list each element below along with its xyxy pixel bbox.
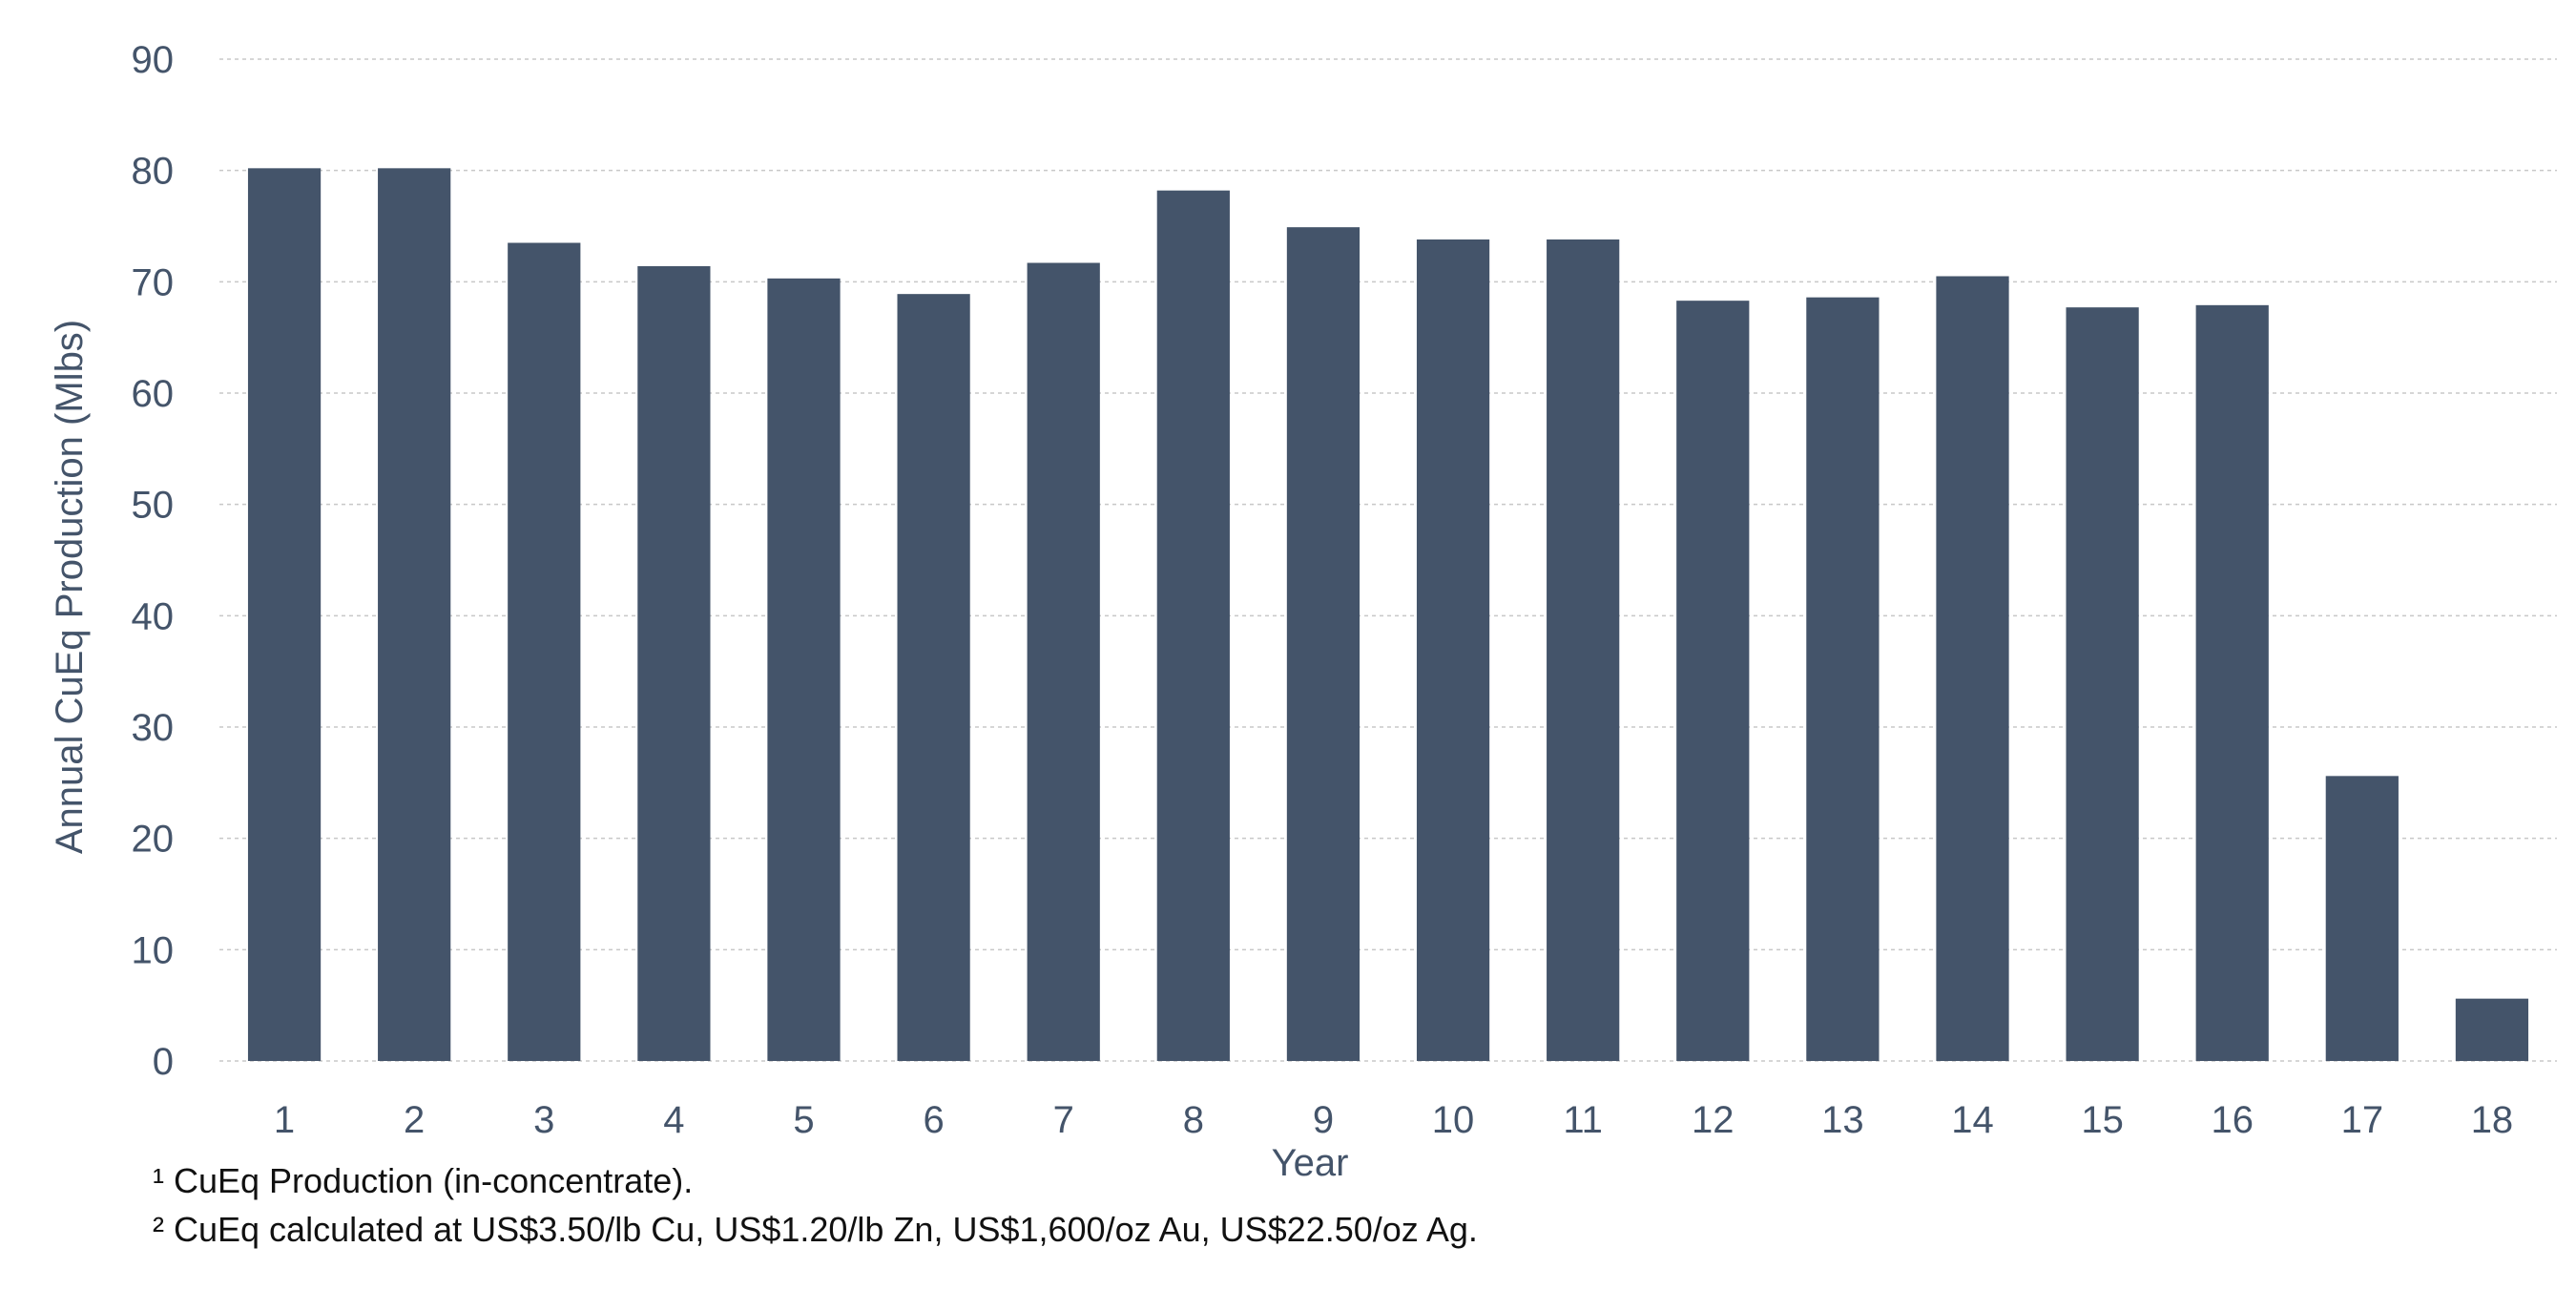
x-tick-label: 11: [1563, 1099, 1603, 1141]
x-tick-label: 10: [1432, 1099, 1475, 1141]
bar-year-6: [897, 294, 970, 1062]
footnotes: ¹ CuEq Production (in-concentrate). ² Cu…: [153, 1156, 1478, 1254]
x-tick-label: 15: [2081, 1099, 2124, 1141]
y-axis-label: Annual CuEq Production (Mlbs): [49, 320, 91, 854]
y-tick-label: 60: [132, 373, 175, 415]
footnote-2: ² CuEq calculated at US$3.50/lb Cu, US$1…: [153, 1210, 1478, 1249]
x-tick-labels: 1 2 3 4 5 6 7 8 9 10 11 12 13 14 15 16 17 18: [274, 1099, 2513, 1141]
y-tick-label: 0: [153, 1041, 174, 1083]
x-tick-label: 6: [923, 1099, 944, 1141]
bar-year-10: [1416, 239, 1490, 1061]
bar-year-11: [1547, 239, 1620, 1061]
bar-year-5: [767, 278, 841, 1061]
x-tick-label: 12: [1692, 1099, 1735, 1141]
y-tick-label: 70: [132, 261, 175, 303]
bar-year-12: [1676, 301, 1750, 1062]
y-tick-labels: 0 10 20 30 40 50 60 70 80 90: [132, 39, 175, 1083]
y-tick-label: 50: [132, 485, 175, 527]
bar-year-14: [1936, 276, 2009, 1061]
bar-year-2: [378, 168, 451, 1062]
bar-year-15: [2066, 307, 2139, 1062]
bar-year-18: [2455, 998, 2529, 1061]
y-tick-label: 90: [132, 39, 175, 81]
x-tick-label: 4: [663, 1099, 684, 1141]
x-axis-label: Year: [1272, 1142, 1349, 1184]
x-tick-label: 14: [1951, 1099, 1994, 1141]
x-tick-label: 8: [1183, 1099, 1204, 1141]
x-tick-label: 5: [793, 1099, 814, 1141]
x-tick-label: 18: [2471, 1099, 2514, 1141]
bar-year-3: [508, 242, 581, 1061]
y-tick-label: 20: [132, 819, 175, 861]
y-tick-label: 40: [132, 595, 175, 637]
y-tick-label: 10: [132, 929, 175, 971]
x-tick-label: 13: [1821, 1099, 1864, 1141]
bar-year-1: [247, 168, 322, 1062]
bar-year-4: [637, 266, 711, 1061]
y-tick-label: 80: [132, 151, 175, 193]
bars: [247, 168, 2529, 1062]
footnote-1: ¹ CuEq Production (in-concentrate).: [153, 1161, 694, 1200]
bar-year-17: [2325, 776, 2399, 1061]
bar-year-13: [1806, 297, 1880, 1062]
gridlines: [219, 58, 2557, 1062]
y-tick-label: 30: [132, 707, 175, 749]
bar-year-8: [1156, 190, 1230, 1061]
bar-year-7: [1027, 262, 1100, 1061]
x-tick-label: 9: [1313, 1099, 1334, 1141]
x-tick-label: 16: [2211, 1099, 2254, 1141]
x-tick-label: 2: [404, 1099, 425, 1141]
x-tick-label: 1: [274, 1099, 295, 1141]
bar-year-16: [2195, 304, 2269, 1061]
x-tick-label: 3: [533, 1099, 554, 1141]
x-tick-label: 7: [1053, 1099, 1074, 1141]
x-tick-label: 17: [2341, 1099, 2384, 1141]
bar-year-9: [1286, 227, 1361, 1061]
